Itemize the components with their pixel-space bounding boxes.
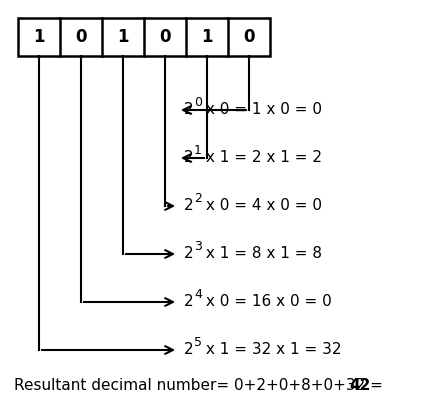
Text: 1: 1 [117, 28, 129, 46]
Text: 2: 2 [184, 343, 194, 358]
Text: 4: 4 [194, 288, 202, 301]
Text: x 1 = 32 x 1 = 32: x 1 = 32 x 1 = 32 [201, 343, 341, 358]
Text: 2: 2 [194, 192, 202, 206]
Text: 2: 2 [184, 103, 194, 118]
Text: Resultant decimal number= 0+2+0+8+0+32 =: Resultant decimal number= 0+2+0+8+0+32 = [14, 377, 388, 393]
Text: x 0 = 16 x 0 = 0: x 0 = 16 x 0 = 0 [201, 295, 332, 309]
Text: 2: 2 [184, 246, 194, 261]
Text: 0: 0 [194, 97, 202, 109]
Text: 2: 2 [184, 198, 194, 213]
Text: 2: 2 [184, 151, 194, 166]
Text: 3: 3 [194, 240, 202, 253]
Bar [18, 18, 270, 56]
Text: 1: 1 [201, 28, 213, 46]
Text: 5: 5 [194, 337, 202, 349]
Text: 42: 42 [349, 377, 370, 393]
Text: x 0 = 1 x 0 = 0: x 0 = 1 x 0 = 0 [201, 103, 322, 118]
Text: 2: 2 [184, 295, 194, 309]
Text: x 0 = 4 x 0 = 0: x 0 = 4 x 0 = 0 [201, 198, 322, 213]
Text: 0: 0 [159, 28, 171, 46]
Text: 0: 0 [75, 28, 87, 46]
Text: x 1 = 8 x 1 = 8: x 1 = 8 x 1 = 8 [201, 246, 322, 261]
Text: 1: 1 [194, 145, 202, 158]
Text: 0: 0 [243, 28, 255, 46]
Text: 1: 1 [33, 28, 45, 46]
Text: x 1 = 2 x 1 = 2: x 1 = 2 x 1 = 2 [201, 151, 322, 166]
